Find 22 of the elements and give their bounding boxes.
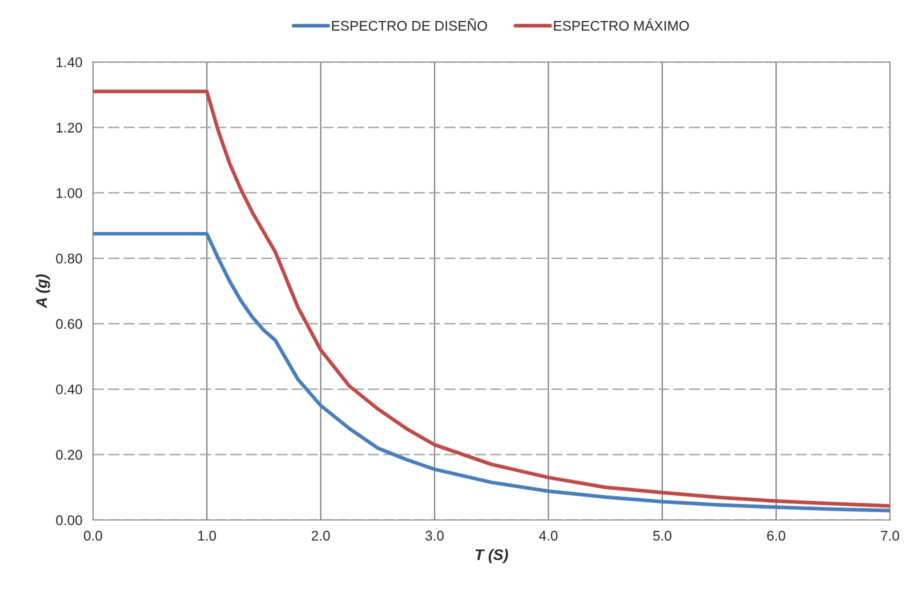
x-tick-label: 3.0 xyxy=(425,530,444,541)
x-tick-label: 4.0 xyxy=(539,530,558,541)
legend-label: ESPECTRO MÁXIMO xyxy=(554,18,689,31)
line-series xyxy=(93,90,890,508)
x-axis-title: T (S) xyxy=(476,548,508,564)
x-tick-label: 2.0 xyxy=(312,530,330,541)
x-tick-label: 5.0 xyxy=(653,530,672,541)
y-tick-label: 0.60 xyxy=(56,319,82,329)
x-tick-label: 1.0 xyxy=(198,530,216,541)
x-tick-label: 7.0 xyxy=(881,530,900,541)
y-tick-label: 1.40 xyxy=(56,57,82,68)
legend-label: ESPECTRO DE DISEÑO xyxy=(332,18,487,31)
y-tick-label: 0.40 xyxy=(56,384,82,394)
x-tick-label: 0.0 xyxy=(84,530,102,541)
y-tick-label: 1.20 xyxy=(56,122,82,133)
y-tick-label: 0.00 xyxy=(56,515,82,526)
y-tick-label: 0.80 xyxy=(56,254,82,264)
y-axis-title: A (g) xyxy=(36,274,50,308)
x-tick-label: 6.0 xyxy=(767,530,786,541)
line-series xyxy=(93,232,890,512)
y-tick-label: 1.00 xyxy=(56,188,82,198)
y-tick-label: 0.20 xyxy=(56,450,82,460)
